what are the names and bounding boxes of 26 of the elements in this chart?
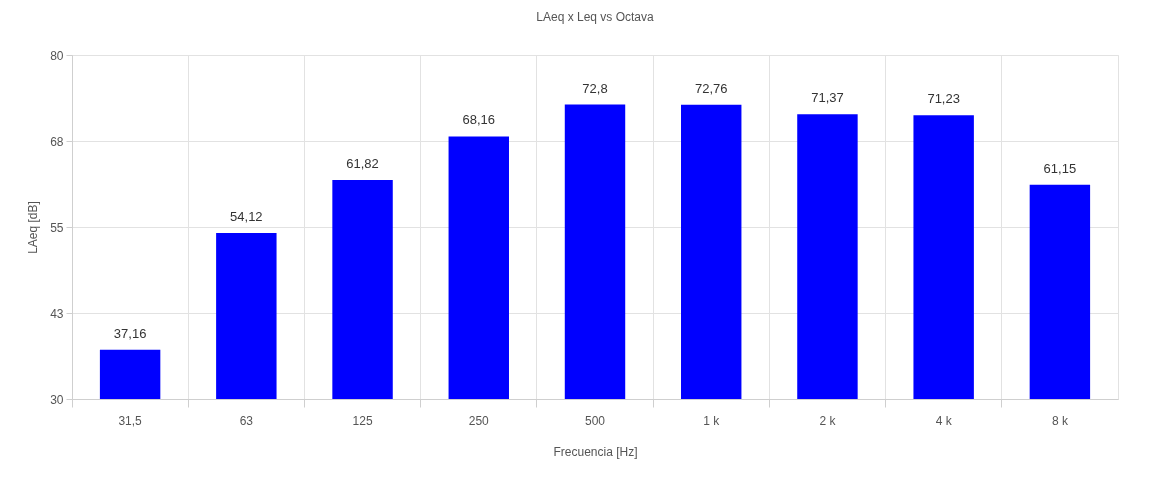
x-tick-label: 2 k bbox=[819, 413, 837, 428]
x-axis-title: Frecuencia [Hz] bbox=[553, 444, 638, 459]
y-tick-label: 43 bbox=[50, 306, 64, 321]
data-label: 72,76 bbox=[694, 80, 728, 96]
y-tick-label: 80 bbox=[50, 48, 64, 63]
x-tick-label: 4 k bbox=[935, 413, 953, 428]
data-label: 68,16 bbox=[462, 112, 496, 128]
x-tick-label: 63 bbox=[239, 413, 254, 428]
data-label: 37,16 bbox=[113, 325, 147, 341]
y-tick-label: 68 bbox=[50, 134, 64, 149]
y-tick-label: 55 bbox=[50, 220, 64, 235]
y-tick-label: 30 bbox=[50, 392, 64, 407]
x-tick-label: 1 k bbox=[703, 413, 721, 428]
data-label: 61,82 bbox=[346, 156, 379, 172]
x-tick-label: 500 bbox=[584, 413, 606, 428]
data-label: 72,8 bbox=[582, 80, 608, 96]
x-tick-label: 250 bbox=[468, 413, 490, 428]
x-tick-label: 31,5 bbox=[118, 413, 143, 428]
data-label: 71,37 bbox=[811, 90, 844, 106]
data-label: 54,12 bbox=[230, 209, 263, 225]
data-label: 61,15 bbox=[1043, 160, 1077, 176]
x-tick-label: 125 bbox=[352, 413, 373, 428]
x-tick-label: 8 k bbox=[1051, 413, 1069, 428]
data-label: 71,23 bbox=[927, 91, 960, 107]
y-axis-title: LAeq [dB] bbox=[26, 201, 41, 254]
chart-title: LAeq x Leq vs Octava bbox=[536, 10, 655, 24]
